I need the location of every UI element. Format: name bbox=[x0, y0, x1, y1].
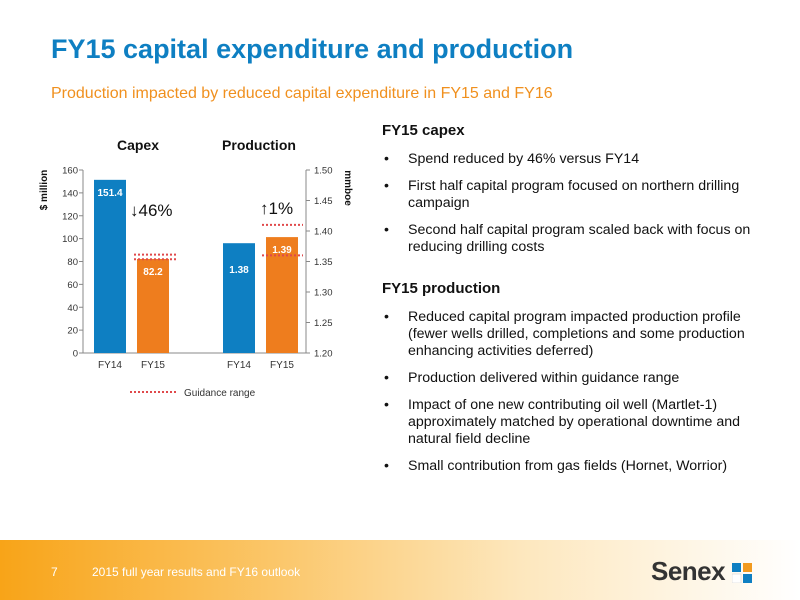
y-axis-label: $ million bbox=[39, 170, 50, 211]
y-tick-label: 100 bbox=[62, 234, 78, 245]
y-tick-label: 0 bbox=[73, 349, 78, 360]
production-bullet: Impact of one new contributing oil well … bbox=[382, 397, 782, 448]
commentary-panel: FY15 capex Spend reduced by 46% versus F… bbox=[382, 122, 782, 485]
data-label: 151.4 bbox=[97, 188, 122, 199]
senex-logo: Senex bbox=[651, 556, 754, 587]
capex-bullet: First half capital program focused on no… bbox=[382, 178, 782, 212]
production-bullet: Production delivered within guidance ran… bbox=[382, 370, 782, 387]
x-tick-label: FY14 bbox=[227, 360, 251, 371]
y-axis-label: mmboe bbox=[342, 170, 353, 206]
y-tick-label: 1.35 bbox=[314, 257, 333, 268]
production-bullet-list: Reduced capital program impacted product… bbox=[382, 309, 782, 475]
y-tick-label: 80 bbox=[67, 257, 78, 268]
y-tick-label: 1.50 bbox=[314, 166, 333, 177]
y-tick-label: 120 bbox=[62, 211, 78, 222]
y-tick-label: 60 bbox=[67, 280, 78, 291]
page-number: 7 bbox=[51, 565, 58, 579]
data-label: 82.2 bbox=[143, 267, 163, 278]
y-tick-label: 40 bbox=[67, 303, 78, 314]
bar bbox=[266, 237, 298, 353]
bar bbox=[137, 258, 169, 353]
x-tick-label: FY15 bbox=[270, 360, 294, 371]
production-heading: FY15 production bbox=[382, 280, 501, 297]
change-annotation: ↑1% bbox=[260, 199, 293, 218]
logo-text: Senex bbox=[651, 556, 726, 586]
x-tick-label: FY15 bbox=[141, 360, 165, 371]
chart-title: Capex bbox=[117, 137, 159, 153]
chart-title: Production bbox=[222, 137, 296, 153]
legend-guidance-label: Guidance range bbox=[184, 388, 256, 399]
y-tick-label: 160 bbox=[62, 166, 78, 177]
y-tick-label: 1.25 bbox=[314, 318, 333, 329]
capex-bullet-list: Spend reduced by 46% versus FY14 First h… bbox=[382, 151, 782, 256]
data-label: 1.39 bbox=[272, 245, 292, 256]
capex-bullet: Spend reduced by 46% versus FY14 bbox=[382, 151, 782, 168]
y-tick-label: 1.30 bbox=[314, 288, 333, 299]
change-annotation: ↓46% bbox=[130, 201, 173, 220]
x-tick-label: FY14 bbox=[98, 360, 122, 371]
y-tick-label: 1.20 bbox=[314, 349, 333, 360]
production-bullet: Reduced capital program impacted product… bbox=[382, 309, 782, 360]
bar bbox=[223, 243, 255, 353]
data-label: 1.38 bbox=[229, 265, 249, 276]
logo-mark-icon bbox=[731, 563, 752, 584]
production-bullet: Small contribution from gas fields (Horn… bbox=[382, 458, 782, 475]
y-tick-label: 140 bbox=[62, 188, 78, 199]
capex-production-chart: 0 20 40 60 80 100 120 140 160 Capex $ million 151.4… bbox=[39, 137, 353, 399]
y-tick-label: 1.45 bbox=[314, 196, 333, 207]
capex-heading: FY15 capex bbox=[382, 122, 465, 139]
footer-text: 2015 full year results and FY16 outlook bbox=[92, 565, 301, 579]
page-subtitle: Production impacted by reduced capital e… bbox=[51, 85, 553, 102]
footer-band bbox=[0, 540, 800, 600]
y-tick-label: 20 bbox=[67, 326, 78, 337]
page-title: FY15 capital expenditure and production bbox=[51, 34, 574, 64]
y-tick-label: 1.40 bbox=[314, 227, 333, 238]
bar bbox=[94, 179, 126, 353]
capex-bullet: Second half capital program scaled back … bbox=[382, 222, 782, 256]
